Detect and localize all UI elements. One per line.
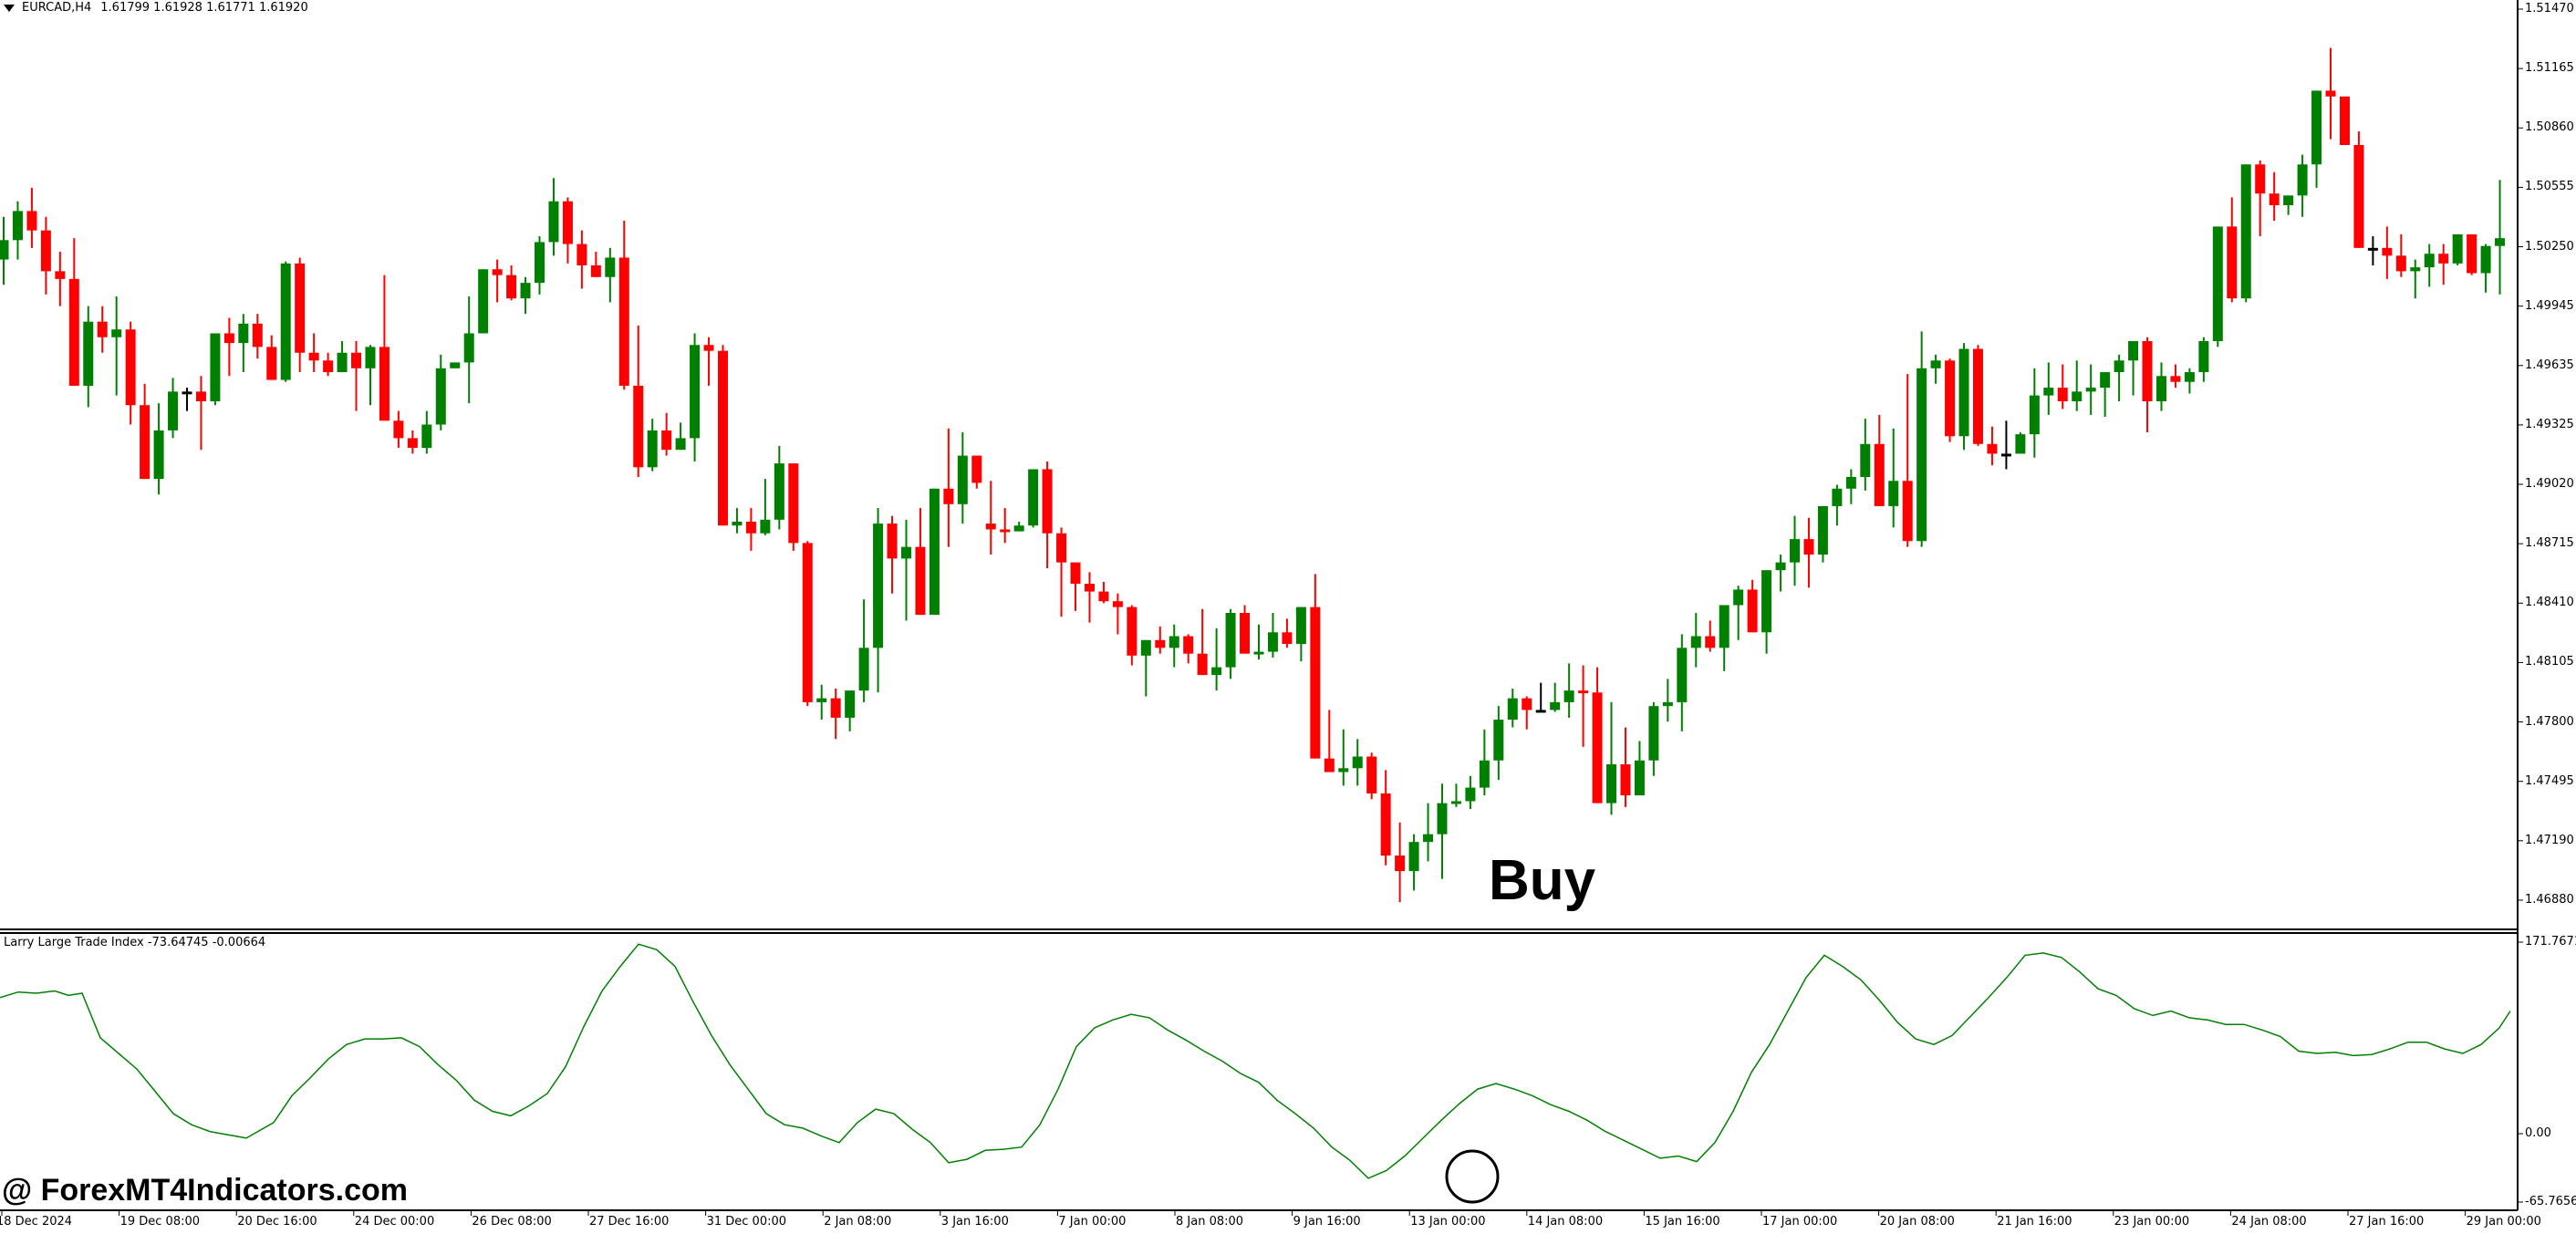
time-tick-label: 23 Jan 00:00 [2114,1215,2190,1229]
symbol-label: EURCAD,H4 [22,1,92,15]
price-tick-label: 1.46880 [2525,892,2574,907]
time-tick-label: 21 Jan 16:00 [1997,1215,2072,1229]
price-tick-label: 1.48410 [2525,596,2574,610]
price-tick-label: 1.47800 [2525,714,2574,729]
time-tick-label: 17 Jan 00:00 [1762,1215,1838,1229]
price-tick-label: 1.48715 [2525,536,2574,551]
price-tick-label: 1.49635 [2525,358,2574,372]
price-tick-label: 1.47495 [2525,773,2574,788]
time-tick-label: 2 Jan 08:00 [824,1215,892,1229]
price-tick-label: 1.50555 [2525,180,2574,194]
indicator-line-series [0,943,2511,1179]
time-tick-label: 9 Jan 16:00 [1293,1215,1361,1229]
time-tick-label: 27 Jan 16:00 [2349,1215,2425,1229]
time-tick-label: 27 Dec 16:00 [589,1215,670,1229]
time-tick-label: 24 Dec 00:00 [354,1215,435,1229]
time-tick-label: 31 Dec 00:00 [706,1215,787,1229]
time-tick-label: 24 Jan 08:00 [2231,1215,2307,1229]
time-tick-label: 8 Jan 08:00 [1176,1215,1244,1229]
watermark: @ ForexMT4Indicators.com [2,1173,409,1208]
time-tick-label: 7 Jan 00:00 [1058,1215,1127,1229]
indicator-tick-label: 171.7671 [2525,935,2576,949]
price-tick-label: 1.51470 [2525,2,2574,16]
indicator-tick-label: 0.00 [2525,1126,2551,1140]
time-tick-label: 26 Dec 08:00 [472,1215,552,1229]
time-tick-label: 20 Jan 08:00 [1879,1215,1955,1229]
indicator-tick-label: -65.76564 [2525,1195,2576,1208]
indicator-label: Larry Large Trade Index -73.64745 -0.006… [4,936,266,949]
time-tick-label: 19 Dec 08:00 [119,1215,201,1229]
price-tick-label: 1.49325 [2525,417,2574,431]
price-tick-label: 1.50860 [2525,120,2574,135]
price-tick-label: 1.48105 [2525,655,2574,669]
price-tick-label: 1.50250 [2525,239,2574,254]
time-tick-label: 29 Jan 00:00 [2466,1215,2541,1229]
price-tick-label: 1.49945 [2525,298,2574,313]
time-tick-label: 14 Jan 08:00 [1527,1215,1604,1229]
time-tick-label: 18 Dec 2024 [0,1215,73,1229]
price-tick-label: 1.49020 [2525,477,2574,492]
time-tick-label: 20 Dec 16:00 [237,1215,317,1229]
axes [0,0,2523,1216]
price-tick-label: 1.51165 [2525,61,2574,76]
ohlc-values: 1.61799 1.61928 1.61771 1.61920 [100,1,308,15]
time-tick-label: 13 Jan 00:00 [1410,1215,1486,1229]
time-tick-label: 3 Jan 16:00 [940,1215,1009,1229]
buy-signal-label: Buy [1489,849,1596,912]
collapse-triangle-icon[interactable] [4,4,15,12]
chart-header: EURCAD,H4 1.61799 1.61928 1.61771 1.6192… [4,1,308,15]
price-tick-label: 1.47190 [2525,833,2574,847]
signal-circle-marker [1445,1149,1500,1204]
candlestick-series [0,47,2506,903]
time-tick-label: 15 Jan 16:00 [1645,1215,1720,1229]
